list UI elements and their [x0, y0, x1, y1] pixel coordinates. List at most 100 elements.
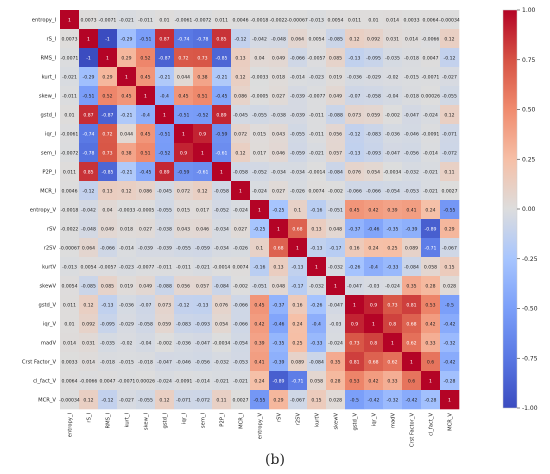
- heatmap-cell-value: -0.0091: [422, 132, 440, 138]
- heatmap-cell: [383, 86, 403, 106]
- heatmap-cell-value: 0.39: [387, 208, 397, 214]
- heatmap-cell-value: 0.057: [329, 151, 342, 157]
- heatmap-cell: [79, 10, 99, 30]
- heatmap-cell-value: 0.42: [368, 379, 378, 385]
- heatmap-cell-value: -0.059: [195, 246, 210, 252]
- heatmap-cell: [440, 276, 460, 296]
- heatmap-cell-value: -0.095: [366, 56, 381, 62]
- heatmap-cell: [440, 29, 460, 49]
- heatmap-cell: [250, 295, 270, 315]
- heatmap-cell: [402, 48, 422, 68]
- heatmap-cell-value: -0.055: [176, 246, 191, 252]
- heatmap-cell-value: 0.85: [216, 37, 226, 43]
- heatmap-cell-value: -0.066: [366, 189, 381, 195]
- heatmap-cell: [136, 219, 156, 239]
- heatmap-cell: [136, 352, 156, 372]
- row-tick-label: gstd_V: [39, 303, 57, 309]
- heatmap-cell-value: -0.0022: [61, 227, 79, 233]
- heatmap-cell: [174, 48, 194, 68]
- heatmap-cell: [117, 257, 137, 277]
- colorbar-tick-label: 0.75: [522, 57, 536, 64]
- row-tick-labels: entropy_I rS_I RMS_I kurt_I skew_I gstd_I iqr_…: [22, 18, 57, 404]
- heatmap-cell-value: -0.024: [252, 189, 267, 195]
- heatmap-cell-value: -0.78: [83, 151, 95, 157]
- heatmap-cell: [79, 29, 99, 49]
- heatmap-cell-value: 1: [448, 398, 451, 404]
- heatmap-cell: [174, 238, 194, 258]
- heatmap-cell: [345, 276, 365, 296]
- row-tick-label: skew_I: [39, 94, 57, 100]
- heatmap-cell-value: -0.45: [140, 170, 152, 176]
- heatmap-cell-value: -0.71: [425, 246, 437, 252]
- heatmap-cell-value: 1: [125, 75, 128, 81]
- heatmap-cell: [136, 295, 156, 315]
- heatmap-cell-labels: 1 0.0073 -0.0071 -0.021 -0.011 0.01 -0.0061 -0.…: [59, 18, 460, 404]
- heatmap-cell: [212, 390, 232, 410]
- heatmap-cell-value: 0.011: [215, 18, 228, 24]
- heatmap-cell-value: 1: [144, 94, 147, 100]
- heatmap-cell: [79, 390, 99, 410]
- heatmap-cell: [326, 67, 346, 87]
- row-tick-label: gstd_I: [41, 113, 57, 119]
- heatmap-cell-value: -0.048: [81, 227, 96, 233]
- heatmap-cell-value: -0.4: [160, 94, 169, 100]
- heatmap-cell: [117, 10, 137, 30]
- heatmap-cell-value: 1: [334, 284, 337, 290]
- heatmap-cell-value: 0.45: [140, 75, 150, 81]
- column-tick-label: iqr_I: [182, 413, 188, 424]
- heatmap-cell: [136, 67, 156, 87]
- heatmap-cell-value: -0.61: [197, 170, 209, 176]
- heatmap-cell-value: -0.011: [176, 265, 191, 271]
- heatmap-cell-value: 1: [163, 113, 166, 119]
- heatmap-cell: [288, 295, 308, 315]
- heatmap-cell-value: 0.01: [368, 18, 378, 24]
- heatmap-cell: [60, 314, 80, 334]
- heatmap-cell: [231, 162, 251, 182]
- heatmap-cell: [288, 162, 308, 182]
- heatmap-cell: [231, 200, 251, 220]
- heatmap-cell: [364, 276, 384, 296]
- heatmap-cell-value: -0.02: [387, 75, 399, 81]
- heatmap-cell: [136, 181, 156, 201]
- heatmap-cell: [345, 333, 365, 353]
- figure-caption: (b): [265, 452, 285, 468]
- heatmap-cell: [421, 105, 441, 125]
- heatmap-cell-value: 0.68: [292, 227, 302, 233]
- heatmap-cell: [79, 276, 99, 296]
- heatmap-cell: [402, 390, 422, 410]
- row-tick-label: P2P_I: [42, 170, 56, 176]
- heatmap-cell-value: -0.021: [62, 75, 77, 81]
- heatmap-cell: [402, 181, 422, 201]
- heatmap-cell: [402, 257, 422, 277]
- column-tick-label: gstd_V: [353, 413, 359, 431]
- heatmap-cell: [193, 105, 213, 125]
- heatmap-cell: [231, 143, 251, 163]
- heatmap-cell: [383, 352, 403, 372]
- heatmap-cell-value: -0.0061: [175, 18, 193, 24]
- heatmap-cell-value: -0.46: [273, 322, 285, 328]
- heatmap-cell: [288, 371, 308, 391]
- heatmap-cell: [383, 257, 403, 277]
- heatmap-cell: [288, 257, 308, 277]
- heatmap-cell-value: 0.35: [406, 284, 416, 290]
- heatmap-cell: [136, 143, 156, 163]
- heatmap-cell-value: -0.002: [385, 113, 400, 119]
- heatmap-cell-value: 0.45: [349, 208, 359, 214]
- heatmap-cell-value: 0.53: [425, 303, 435, 309]
- heatmap-cell: [288, 352, 308, 372]
- heatmap-cell-value: 0.1: [294, 208, 301, 214]
- heatmap-cell-value: 0.054: [367, 170, 380, 176]
- heatmap-cell: [269, 105, 289, 125]
- heatmap-cell-value: -0.12: [235, 37, 247, 43]
- heatmap-cell: [326, 238, 346, 258]
- heatmap-cell: [193, 257, 213, 277]
- heatmap-cell: [193, 29, 213, 49]
- heatmap-cell: [288, 143, 308, 163]
- row-tick-label: RMS_I: [41, 56, 57, 62]
- heatmap-cell-value: -0.084: [309, 360, 324, 366]
- heatmap-cell: [326, 333, 346, 353]
- heatmap-cell: [117, 200, 137, 220]
- heatmap-cell: [250, 10, 270, 30]
- heatmap-cell: [212, 238, 232, 258]
- heatmap-cell: [174, 219, 194, 239]
